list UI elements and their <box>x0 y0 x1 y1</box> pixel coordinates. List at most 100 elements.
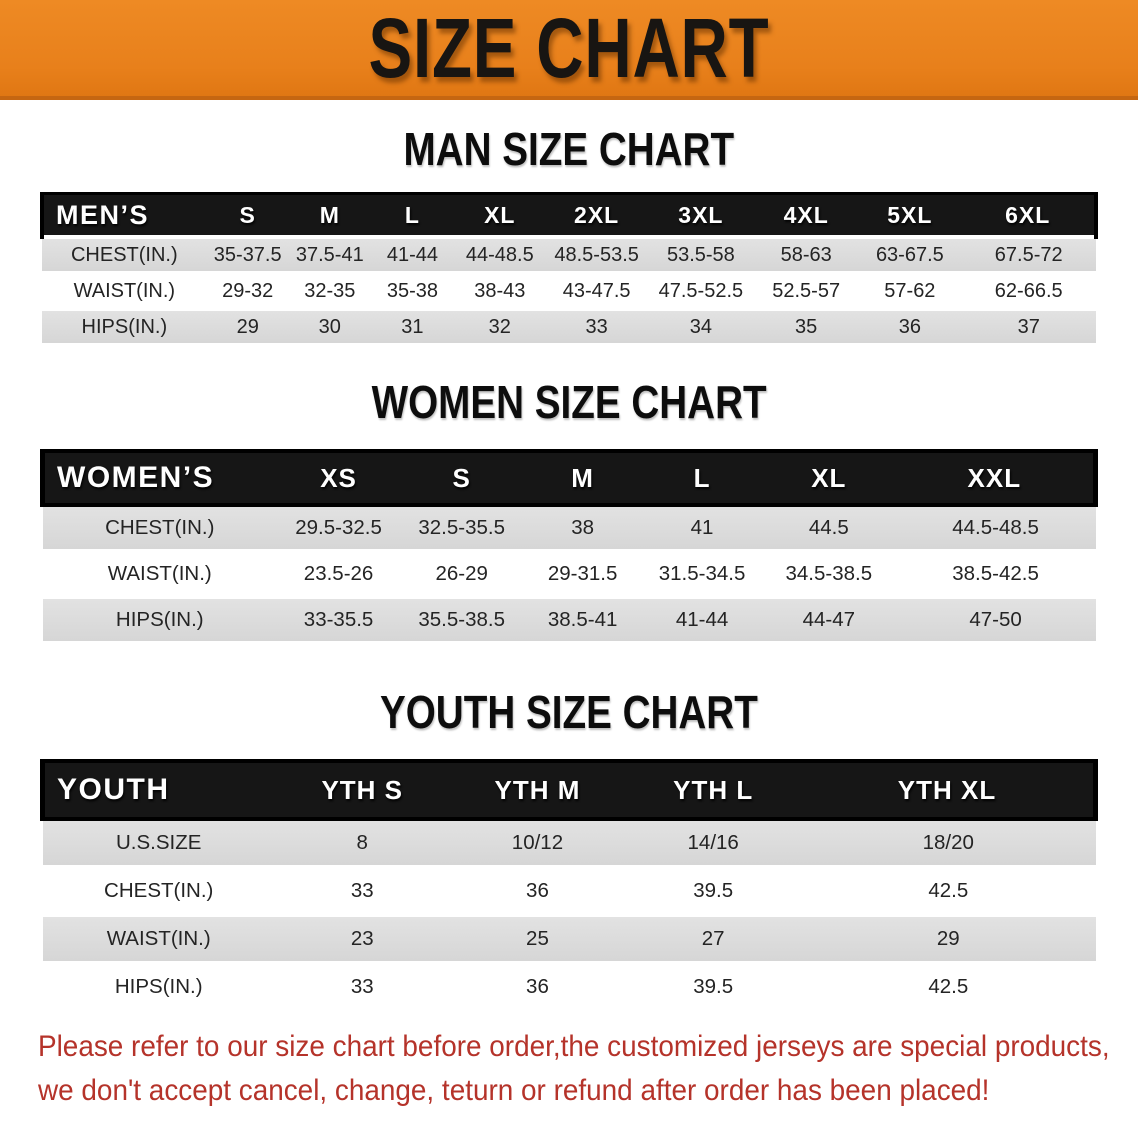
table-cell: 14/16 <box>625 817 802 867</box>
column-header: L <box>642 449 762 507</box>
table-cell: 35 <box>754 307 859 343</box>
table-cell: 27 <box>625 913 802 963</box>
banner: SIZE CHART <box>0 0 1138 100</box>
table-cell: 10/12 <box>449 817 626 867</box>
table-cell: 35-37.5 <box>206 235 289 273</box>
table-corner-label: MEN’S <box>40 192 207 239</box>
column-header: YTH M <box>449 759 626 821</box>
table-cell: 25 <box>449 913 626 963</box>
table-cell: 36 <box>449 961 626 1009</box>
table-header-row: YOUTH YTH S YTH M YTH L YTH XL <box>39 759 1099 821</box>
table-header-row: WOMEN’S XS S M L XL XXL <box>40 449 1098 507</box>
table-cell: 32 <box>454 307 546 343</box>
mens-size-table: MEN’S S M L XL 2XL 3XL 4XL 5XL 6XL CHEST(IN.) 35-37… <box>40 192 1098 343</box>
column-header: XL <box>454 192 546 239</box>
column-header: YTH XL <box>801 759 1099 821</box>
column-header: 2XL <box>545 192 648 239</box>
women-section: WOMEN SIZE CHART WOMEN’S XS S M L XL XXL CHEST(… <box>0 379 1138 641</box>
table-cell: 53.5-58 <box>647 235 755 273</box>
table-row: WAIST(IN.) 23.5-26 26-29 29-31.5 31.5-34.5 34… <box>42 549 1096 597</box>
table-corner-label: WOMEN’S <box>40 449 278 507</box>
table-cell: 44.5 <box>762 503 896 551</box>
column-header: S <box>206 192 289 239</box>
table-cell: 48.5-53.5 <box>545 235 648 273</box>
youth-section-heading-text: YOUTH SIZE CHART <box>380 686 758 738</box>
table-cell: 39.5 <box>625 865 802 915</box>
table-row: CHEST(IN.) 33 36 39.5 42.5 <box>42 865 1096 915</box>
column-header: 5XL <box>858 192 962 239</box>
row-label: CHEST(IN.) <box>42 235 207 273</box>
column-header: XXL <box>895 449 1098 507</box>
banner-title: SIZE CHART <box>368 1 770 95</box>
table-cell: 41-44 <box>642 595 762 641</box>
table-cell: 37 <box>961 307 1096 343</box>
table-row: HIPS(IN.) 33 36 39.5 42.5 <box>42 961 1096 1009</box>
youth-section-heading: YOUTH SIZE CHART <box>0 689 1138 735</box>
row-label: HIPS(IN.) <box>42 961 275 1009</box>
column-header: YTH L <box>625 759 802 821</box>
table-cell: 35-38 <box>370 271 454 309</box>
table-cell: 32.5-35.5 <box>400 503 524 551</box>
table-cell: 31.5-34.5 <box>642 549 762 597</box>
women-section-heading: WOMEN SIZE CHART <box>0 379 1138 425</box>
table-row: CHEST(IN.) 29.5-32.5 32.5-35.5 38 41 44.5 44.5… <box>42 503 1096 551</box>
row-label: WAIST(IN.) <box>42 271 207 309</box>
column-header: M <box>288 192 371 239</box>
table-cell: 44-47 <box>762 595 896 641</box>
table-cell: 34 <box>647 307 755 343</box>
table-header-row: MEN’S S M L XL 2XL 3XL 4XL 5XL 6XL <box>40 192 1098 239</box>
table-cell: 67.5-72 <box>961 235 1096 273</box>
table-cell: 58-63 <box>754 235 859 273</box>
table-cell: 29.5-32.5 <box>277 503 401 551</box>
table-cell: 41 <box>642 503 762 551</box>
table-cell: 47-50 <box>895 595 1096 641</box>
disclaimer-line-2: we don't accept cancel, change, teturn o… <box>38 1074 990 1107</box>
table-cell: 41-44 <box>370 235 454 273</box>
table-row: U.S.SIZE 8 10/12 14/16 18/20 <box>42 817 1096 867</box>
table-cell: 29 <box>206 307 289 343</box>
table-row: WAIST(IN.) 23 25 27 29 <box>42 913 1096 963</box>
table-cell: 38 <box>523 503 643 551</box>
table-row: WAIST(IN.) 29-32 32-35 35-38 38-43 43-47.5 47.… <box>42 271 1096 309</box>
table-cell: 33 <box>274 961 450 1009</box>
column-header: 6XL <box>961 192 1098 239</box>
row-label: CHEST(IN.) <box>42 503 278 551</box>
table-cell: 36 <box>449 865 626 915</box>
table-cell: 62-66.5 <box>961 271 1096 309</box>
table-row: HIPS(IN.) 29 30 31 32 33 34 35 36 37 <box>42 307 1096 343</box>
table-cell: 36 <box>858 307 962 343</box>
column-header: L <box>370 192 454 239</box>
column-header: XS <box>277 449 401 507</box>
table-cell: 44.5-48.5 <box>895 503 1096 551</box>
table-cell: 29-32 <box>206 271 289 309</box>
table-cell: 26-29 <box>400 549 524 597</box>
table-cell: 32-35 <box>288 271 371 309</box>
row-label: WAIST(IN.) <box>42 913 275 963</box>
table-cell: 31 <box>370 307 454 343</box>
table-cell: 30 <box>288 307 371 343</box>
row-label: HIPS(IN.) <box>42 595 278 641</box>
table-cell: 23 <box>274 913 450 963</box>
disclaimer-line-1: Please refer to our size chart before or… <box>38 1030 1110 1063</box>
column-header: 3XL <box>647 192 755 239</box>
row-label: CHEST(IN.) <box>42 865 275 915</box>
column-header: XL <box>762 449 896 507</box>
table-cell: 23.5-26 <box>277 549 401 597</box>
table-row: HIPS(IN.) 33-35.5 35.5-38.5 38.5-41 41-44 44-… <box>42 595 1096 641</box>
men-section-heading-text: MAN SIZE CHART <box>403 123 735 175</box>
youth-size-table: YOUTH YTH S YTH M YTH L YTH XL U.S.SIZE 8 10/12… <box>39 759 1099 1009</box>
table-row: CHEST(IN.) 35-37.5 37.5-41 41-44 44-48.5 48.5… <box>42 235 1096 273</box>
table-cell: 42.5 <box>801 961 1096 1009</box>
row-label: WAIST(IN.) <box>42 549 278 597</box>
table-cell: 34.5-38.5 <box>762 549 896 597</box>
table-cell: 52.5-57 <box>754 271 859 309</box>
table-cell: 29-31.5 <box>523 549 643 597</box>
table-cell: 57-62 <box>858 271 962 309</box>
column-header: YTH S <box>274 759 450 821</box>
column-header: 4XL <box>754 192 859 239</box>
table-corner-label: YOUTH <box>39 759 275 821</box>
table-cell: 63-67.5 <box>858 235 962 273</box>
womens-size-table: WOMEN’S XS S M L XL XXL CHEST(IN.) 29.5-32.5 32.5… <box>40 449 1098 641</box>
row-label: U.S.SIZE <box>42 817 275 867</box>
table-cell: 42.5 <box>801 865 1096 915</box>
